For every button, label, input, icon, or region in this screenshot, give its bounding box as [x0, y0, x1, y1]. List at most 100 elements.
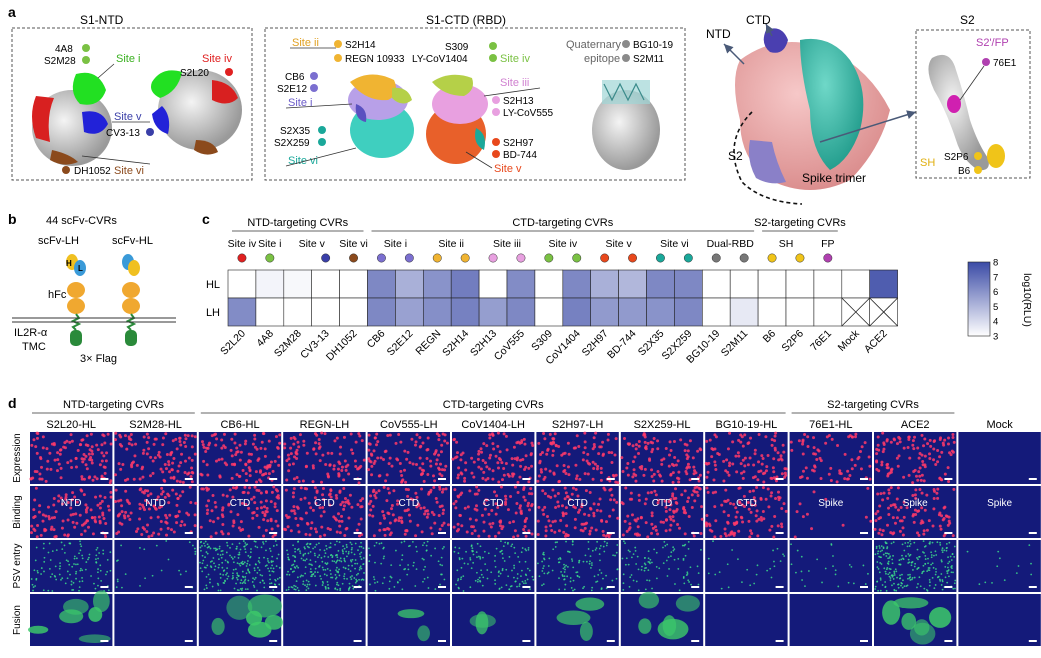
micro-dot — [610, 451, 614, 455]
micro-dot — [495, 494, 499, 498]
micro-dot — [838, 469, 842, 473]
binding-target-label: CTD — [399, 498, 420, 509]
s2-sh-label: SH — [920, 157, 935, 169]
micro-dot — [399, 564, 401, 567]
micro-dot — [235, 473, 239, 477]
micro-dot — [562, 452, 566, 456]
micro-dot — [57, 499, 61, 503]
micro-dot — [98, 463, 102, 467]
micro-dot — [221, 532, 225, 536]
micro-dot — [920, 433, 924, 437]
micro-dot — [455, 451, 459, 455]
micro-dot — [508, 521, 512, 525]
ctd-site-i: Site i — [288, 97, 312, 109]
micro-dot — [269, 578, 271, 581]
micro-dot — [734, 515, 738, 519]
micro-dot — [348, 582, 351, 585]
micro-dot — [274, 488, 278, 492]
micro-dot — [302, 439, 306, 443]
micro-dot — [475, 508, 479, 512]
micro-dot — [571, 558, 573, 561]
micro-dot — [713, 535, 717, 539]
micro-dot — [644, 521, 648, 525]
s2-box — [915, 29, 1031, 179]
micro-dot — [611, 508, 615, 512]
micro-dot — [61, 519, 65, 523]
micro-dot — [320, 480, 324, 484]
micro-dot — [523, 525, 527, 529]
micro-dot — [163, 479, 167, 483]
micro-dot — [35, 436, 39, 440]
micro-dot — [295, 475, 299, 479]
micro-dot — [644, 588, 647, 591]
micro-dot — [922, 551, 924, 553]
micro-dot — [713, 433, 717, 437]
micro-dot — [893, 521, 897, 525]
micro-dot — [53, 458, 57, 462]
micro-dot — [583, 522, 587, 526]
micro-dot — [772, 476, 776, 480]
micro-dot — [572, 566, 575, 569]
micro-dot — [536, 479, 540, 483]
micro-dot — [78, 513, 82, 517]
micro-dot — [536, 519, 540, 523]
micro-dot — [704, 521, 708, 525]
micro-dot — [114, 488, 118, 492]
micro-dot — [182, 441, 186, 445]
micro-dot — [396, 502, 400, 506]
micro-dot — [388, 456, 392, 460]
micro-dot — [167, 460, 171, 464]
micro-dot — [211, 494, 215, 498]
micro-dot — [313, 486, 317, 490]
micro-dot — [350, 448, 354, 452]
micro-dot — [85, 467, 89, 471]
scale-bar — [353, 478, 362, 480]
micro-dot — [327, 586, 330, 589]
micro-dot — [496, 466, 500, 470]
micro-dot — [813, 464, 817, 468]
micro-dot — [406, 450, 410, 454]
micro-dot — [946, 572, 949, 575]
micro-dot — [895, 442, 899, 446]
micro-dot — [399, 579, 401, 581]
micro-dot — [500, 478, 504, 482]
micro-dot — [106, 570, 109, 573]
heatmap-cell — [841, 269, 870, 299]
micro-dot — [120, 444, 124, 448]
micro-dot — [639, 516, 643, 520]
micro-dot — [576, 510, 580, 514]
micro-dot — [700, 517, 704, 521]
micro-dot — [403, 509, 407, 513]
micro-dot — [936, 460, 940, 464]
micro-dot — [886, 552, 889, 555]
micro-dot — [236, 572, 239, 575]
micro-dot — [359, 499, 363, 503]
micro-col-label: CoV1404-LH — [461, 419, 525, 431]
micro-dot — [324, 562, 327, 565]
micro-dot — [742, 494, 746, 498]
micro-dot — [314, 560, 317, 563]
micro-dot — [594, 528, 598, 532]
micro-dot — [720, 587, 723, 590]
micro-dot — [407, 568, 410, 571]
micro-dot — [120, 510, 124, 514]
micro-dot — [518, 583, 521, 585]
micro-dot — [426, 473, 430, 477]
micro-dot — [543, 558, 546, 561]
micro-dot — [541, 508, 545, 512]
scale-bar — [775, 586, 784, 588]
micro-dot — [227, 503, 231, 507]
micro-dot — [220, 446, 224, 450]
micro-dot — [350, 578, 353, 581]
micro-dot — [89, 508, 93, 512]
micro-dot — [229, 546, 231, 549]
micro-dot — [323, 432, 327, 436]
micro-dot — [575, 474, 579, 478]
micro-dot — [631, 444, 635, 448]
micro-dot — [230, 556, 233, 559]
micro-dot — [309, 526, 313, 530]
micro-dot — [372, 449, 376, 453]
micro-dot — [393, 586, 396, 588]
dot-s2x259 — [318, 138, 326, 146]
micro-dot — [404, 487, 408, 491]
